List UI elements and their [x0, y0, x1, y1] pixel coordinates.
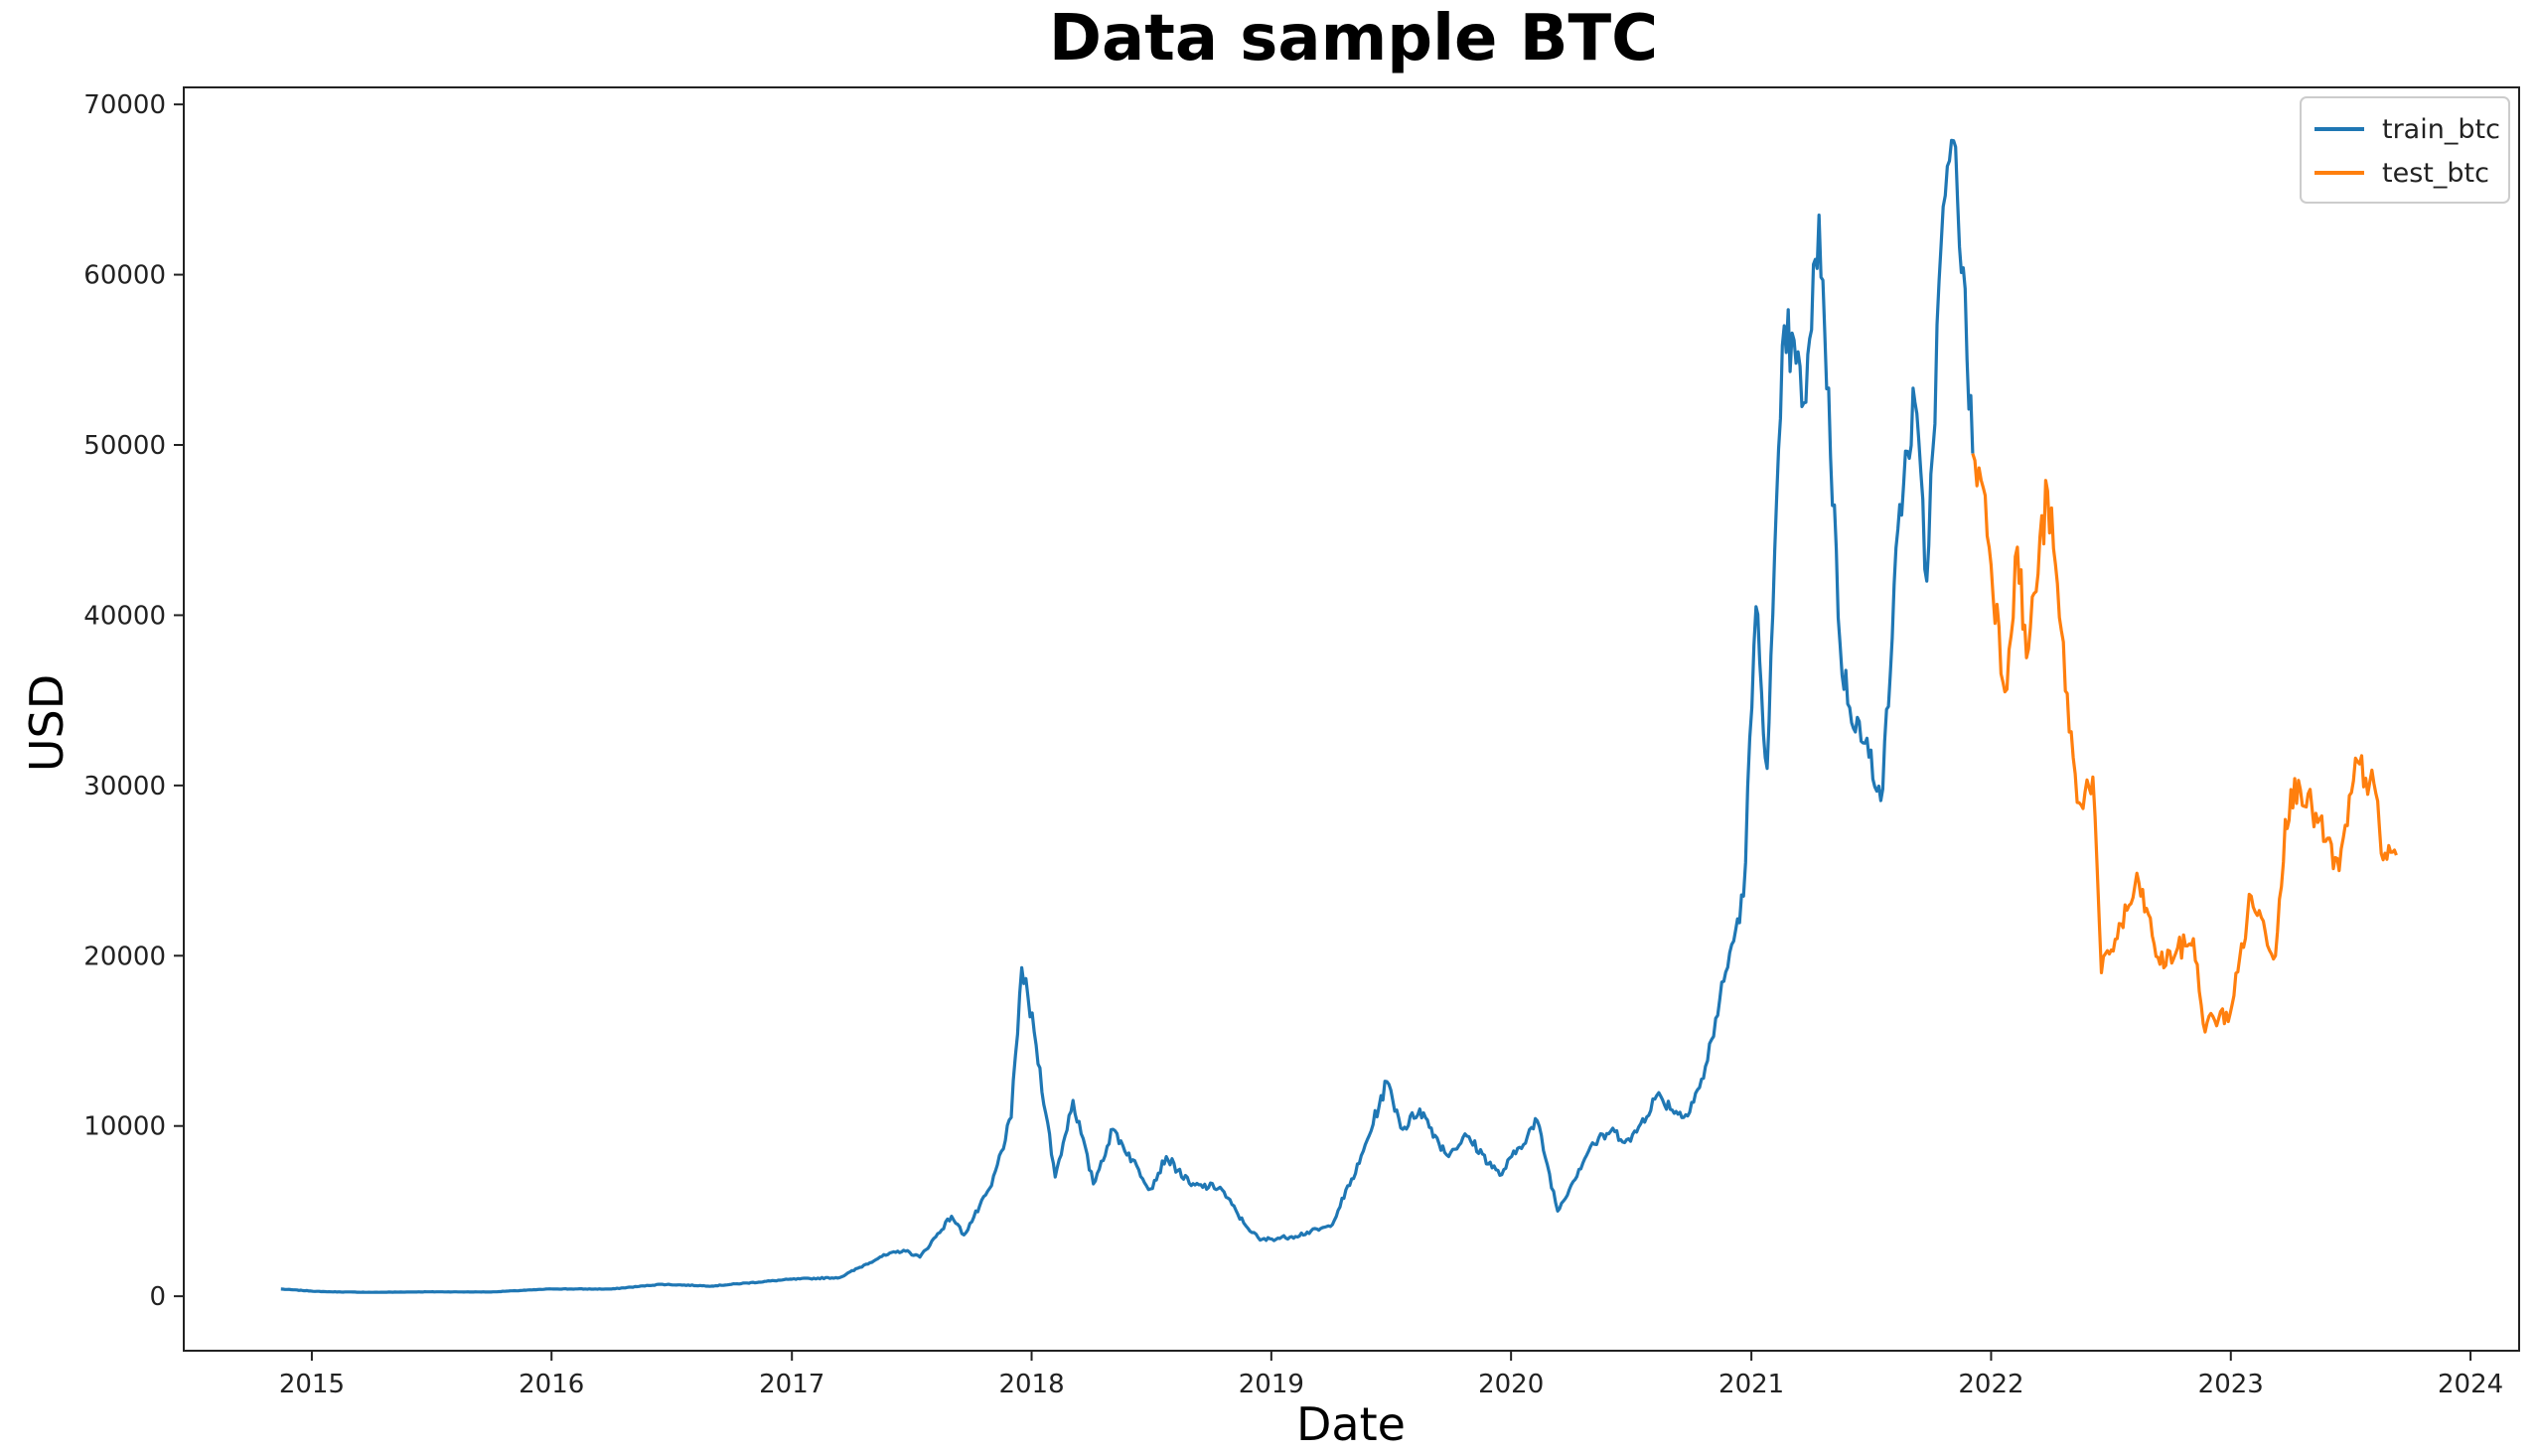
- x-tick-label: 2020: [1478, 1370, 1544, 1399]
- x-tick-label: 2015: [279, 1370, 345, 1399]
- series-line-train_btc: [280, 138, 1975, 1294]
- y-axis-ticks: 0 10000 20000 30000 40000 50000 60000 70000: [83, 90, 184, 1312]
- x-axis-label: Date: [1296, 1397, 1406, 1451]
- y-tick-label: 20000: [83, 942, 166, 971]
- legend: train_btc test_btc: [2300, 96, 2510, 204]
- x-tick-label: 2024: [2438, 1370, 2503, 1399]
- legend-label-train_btc: train_btc: [2382, 114, 2500, 145]
- chart-title: Data sample BTC: [1048, 2, 1659, 75]
- x-tick-label: 2019: [1239, 1370, 1304, 1399]
- y-tick-label: 70000: [83, 90, 166, 120]
- x-axis-ticks: 2015 2016 2017 2018 2019 2020 2021 2022 2023 2024: [279, 1351, 2503, 1399]
- y-tick-label: 0: [149, 1282, 166, 1312]
- y-tick-label: 60000: [83, 261, 166, 291]
- y-tick-label: 30000: [83, 772, 166, 801]
- x-tick-label: 2017: [759, 1370, 824, 1399]
- legend-label-test_btc: test_btc: [2382, 158, 2489, 189]
- y-tick-label: 50000: [83, 431, 166, 461]
- plot-frame: [183, 86, 2520, 1352]
- series-layer: [280, 138, 2398, 1294]
- x-tick-label: 2021: [1718, 1370, 1784, 1399]
- x-tick-label: 2022: [1958, 1370, 2023, 1399]
- y-tick-label: 10000: [83, 1112, 166, 1142]
- x-tick-label: 2018: [998, 1370, 1064, 1399]
- x-tick-label: 2023: [2198, 1370, 2264, 1399]
- legend-box: [2300, 96, 2510, 204]
- y-tick-label: 40000: [83, 601, 166, 631]
- x-tick-label: 2016: [519, 1370, 584, 1399]
- series-line-test_btc: [1971, 453, 2398, 1034]
